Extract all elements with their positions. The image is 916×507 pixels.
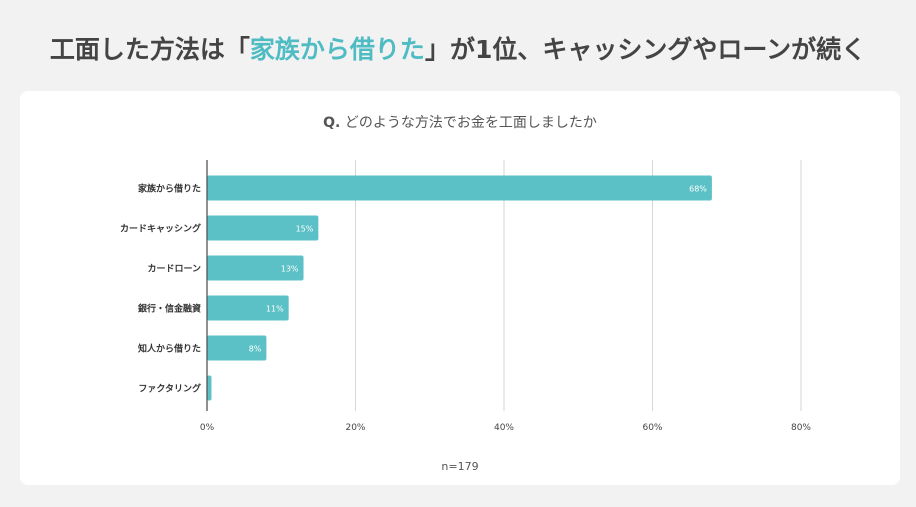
- x-tick-label: 80%: [791, 423, 811, 433]
- data-label: 8%: [249, 345, 262, 354]
- category-label: カードキャッシング: [120, 223, 201, 235]
- category-label: 家族から借りた: [138, 183, 201, 195]
- x-tick-label: 40%: [494, 423, 514, 433]
- bar: [207, 335, 267, 361]
- question-text: どのような方法でお金を工面しましたか: [340, 115, 597, 131]
- bar: [207, 255, 304, 281]
- chart-card: Q. どのような方法でお金を工面しましたか 0% 20% 40% 60% 80% 家族から…: [20, 91, 900, 485]
- bar: [207, 215, 319, 241]
- data-label: 13%: [281, 265, 299, 274]
- data-label: 11%: [266, 305, 284, 314]
- category-label: 銀行・信金融資: [138, 303, 201, 315]
- bar: [207, 175, 712, 201]
- x-tick-label: 0%: [200, 423, 215, 433]
- sample-size-note: n=179: [441, 460, 479, 473]
- x-tick-label: 60%: [642, 423, 662, 433]
- headline: 工面した方法は「家族から借りた」が1位、キャッシングやローンが続く: [0, 30, 916, 66]
- headline-pre: 工面した方法は「: [49, 35, 250, 64]
- bar-chart: 0% 20% 40% 60% 80% 家族から借りた 68% カードキャッシング 15% カードロ…: [120, 160, 811, 433]
- data-label: 15%: [296, 225, 314, 234]
- question-prefix: Q.: [323, 115, 341, 131]
- category-label: カードローン: [147, 264, 201, 275]
- headline-post: 」が1位、キャッシングやローンが続く: [424, 35, 867, 64]
- category-label: 知人から借りた: [137, 343, 201, 355]
- data-label: 68%: [689, 185, 707, 194]
- bar: [207, 295, 289, 321]
- headline-highlight: 家族から借りた: [249, 35, 425, 64]
- category-label: ファクタリング: [138, 383, 201, 395]
- x-tick-label: 20%: [345, 423, 365, 433]
- bar: [207, 375, 212, 401]
- question-title: Q. どのような方法でお金を工面しましたか: [20, 112, 900, 132]
